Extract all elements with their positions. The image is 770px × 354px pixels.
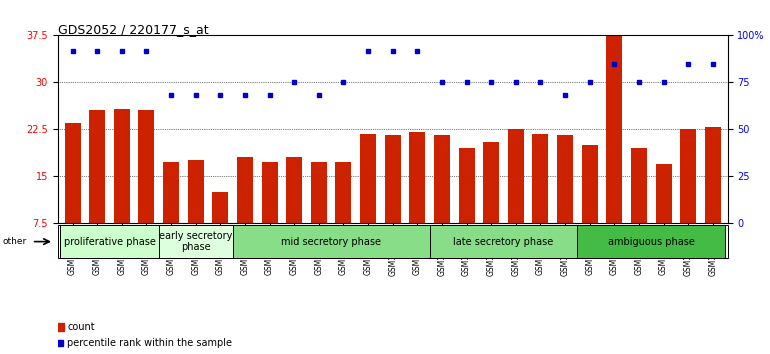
- Bar: [606, 35, 622, 223]
- Bar: [434, 136, 450, 223]
- Bar: [286, 157, 302, 223]
- Bar: [114, 109, 130, 223]
- Bar: [65, 123, 81, 223]
- Bar: [631, 148, 647, 223]
- Text: mid secretory phase: mid secretory phase: [281, 236, 381, 247]
- Bar: [60, 225, 159, 258]
- Bar: [188, 160, 204, 223]
- Bar: [311, 162, 326, 223]
- Text: early secretory
phase: early secretory phase: [159, 231, 233, 252]
- Bar: [262, 162, 277, 223]
- Text: proliferative phase: proliferative phase: [64, 236, 156, 247]
- Bar: [233, 225, 430, 258]
- Bar: [360, 133, 376, 223]
- Bar: [410, 132, 425, 223]
- Bar: [508, 129, 524, 223]
- Text: other: other: [2, 237, 26, 246]
- Bar: [139, 110, 155, 223]
- Text: percentile rank within the sample: percentile rank within the sample: [68, 338, 233, 348]
- Text: late secretory phase: late secretory phase: [454, 236, 554, 247]
- Bar: [578, 225, 725, 258]
- Text: ambiguous phase: ambiguous phase: [608, 236, 695, 247]
- Bar: [459, 148, 474, 223]
- Bar: [385, 136, 400, 223]
- Bar: [159, 225, 233, 258]
- Bar: [557, 136, 573, 223]
- Bar: [705, 127, 721, 223]
- Bar: [533, 133, 548, 223]
- Bar: [680, 129, 696, 223]
- Bar: [655, 164, 671, 223]
- Bar: [213, 192, 228, 223]
- Text: GDS2052 / 220177_s_at: GDS2052 / 220177_s_at: [58, 23, 209, 36]
- Bar: [581, 145, 598, 223]
- Bar: [430, 225, 578, 258]
- Bar: [89, 110, 105, 223]
- Bar: [163, 162, 179, 223]
- Bar: [237, 157, 253, 223]
- Bar: [484, 142, 499, 223]
- Text: count: count: [68, 322, 95, 332]
- Bar: [336, 162, 351, 223]
